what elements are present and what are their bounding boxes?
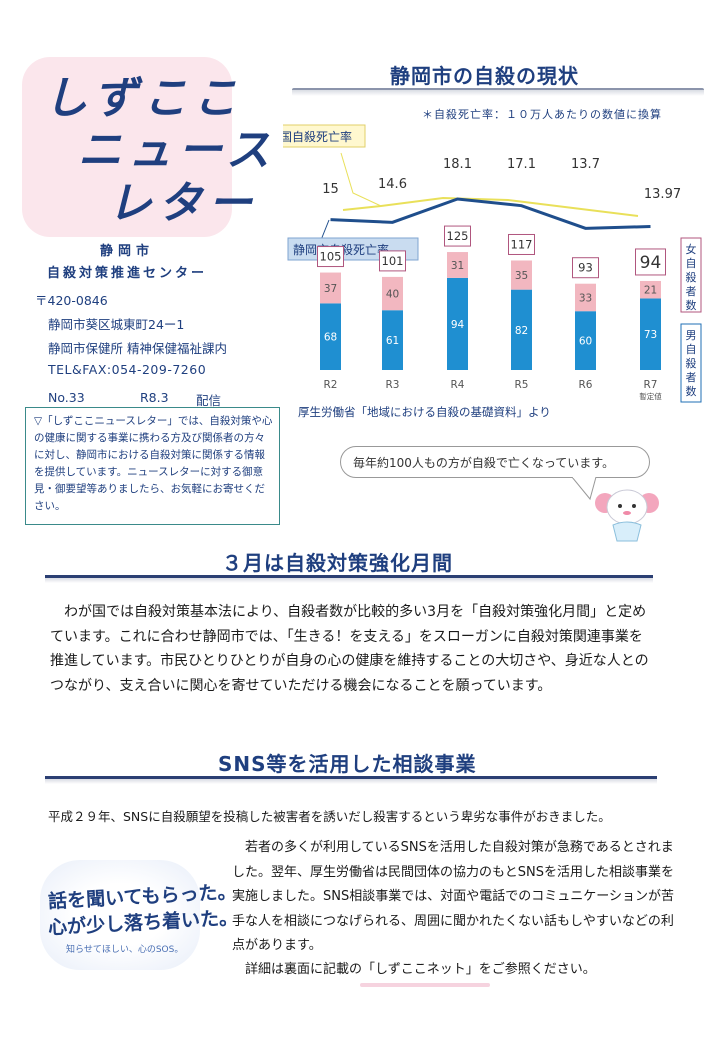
- street-address: 静岡市葵区城東町24ー1: [48, 317, 185, 332]
- issue-tag: 配信: [196, 393, 222, 408]
- bar-male: [447, 277, 468, 370]
- rate-label: 15: [322, 182, 339, 197]
- national-rate-line: [342, 196, 639, 217]
- rate-note: ＊自殺死亡率：１０万人あたりの数値に換算: [422, 108, 662, 121]
- rate-label: 13.97: [644, 187, 681, 202]
- march-title-rule: [45, 575, 653, 583]
- source-note: 厚生労働省「地域における自殺の基礎資料」より: [298, 405, 551, 419]
- bar-male-label: 60: [579, 336, 592, 348]
- bar-female-label: 21: [644, 285, 657, 297]
- total-label: 125: [447, 229, 469, 243]
- bar-female-label: 40: [386, 289, 399, 301]
- speech-bubble-tail: [571, 477, 597, 501]
- bar-female-label: 37: [324, 283, 337, 295]
- total-box: [508, 233, 535, 255]
- sns-campaign-image: [40, 860, 200, 970]
- category-label: R6: [579, 379, 593, 391]
- newsletter-notice: ▽「しずここニュースレター」では、自殺対策や心の健康に関する事業に携わる方及び関…: [25, 407, 280, 525]
- sns-reference: 詳細は裏面に記載の「しずここネット」をご参照ください。: [232, 962, 596, 977]
- bar-female: [447, 252, 468, 278]
- org-center: 自殺対策推進センター: [46, 266, 207, 281]
- category-note: 暫定値: [639, 391, 662, 401]
- bar-male: [575, 311, 596, 370]
- masthead-background: [22, 57, 232, 237]
- masthead-title-line1: しずここ: [44, 73, 244, 124]
- bar-male: [640, 298, 661, 370]
- male-legend-box: [680, 323, 702, 403]
- male-legend: 男自殺者数: [686, 329, 697, 398]
- national-rate-legend: 国自殺死亡率: [283, 129, 352, 144]
- total-label: 117: [511, 237, 533, 251]
- sns-body: 若者の多くが利用しているSNSを活用した自殺対策が急務であるとされました。翌年、…: [232, 840, 674, 953]
- total-box: [379, 250, 406, 272]
- bar-male: [382, 310, 403, 370]
- rate-label: 17.1: [507, 157, 536, 172]
- bar-male-label: 73: [644, 329, 657, 341]
- female-legend: 女自殺者数: [686, 242, 697, 312]
- total-label: 93: [578, 261, 593, 275]
- speech-bubble: 毎年約100人もの方が自殺で亡くなっています。: [340, 446, 650, 478]
- bar-female-label: 35: [515, 270, 528, 282]
- mascot-icon: [595, 489, 659, 542]
- national-rate-legend-box: [283, 124, 366, 148]
- bar-male: [320, 303, 341, 370]
- bar-male-label: 68: [324, 332, 337, 344]
- category-label: R7: [644, 379, 658, 391]
- rate-label: 18.1: [443, 157, 472, 172]
- stats-section-title: 静岡市の自殺の現状: [390, 64, 579, 88]
- org-city: 静岡市: [99, 244, 154, 259]
- stats-title-rule: [292, 88, 704, 96]
- sns-title-rule: [45, 776, 657, 784]
- national-rate-leader: [340, 152, 382, 207]
- bar-female: [511, 260, 532, 290]
- bar-male-label: 94: [451, 319, 465, 331]
- city-rate-leader: [320, 219, 330, 241]
- office-name: 静岡市保健所 精神保健福祉課内: [48, 341, 227, 356]
- rate-label: 13.7: [571, 157, 600, 172]
- category-label: R4: [451, 379, 465, 391]
- issue-date: R8.3: [140, 390, 169, 405]
- total-box: [572, 257, 599, 279]
- masthead-title-line2: ニュース: [78, 125, 276, 176]
- total-label: 105: [320, 250, 342, 264]
- postal-code: 〒420-0846: [35, 293, 108, 308]
- tel-fax: TEL&FAX:054-209-7260: [48, 362, 207, 377]
- suicide-stats-chart: 1514.618.117.113.713.97国自殺死亡率静岡市自殺死亡率683…: [283, 98, 708, 430]
- sns-lead: 平成２９年、SNSに自殺願望を投稿した被害者を誘いだし殺害するという卑劣な事件が…: [48, 809, 611, 824]
- march-section-title: ３月は自殺対策強化月間: [222, 551, 453, 575]
- sns-ref-highlight: [360, 983, 490, 987]
- category-label: R2: [324, 379, 338, 391]
- bar-female: [320, 272, 341, 304]
- total-box: [635, 248, 666, 276]
- bar-female-label: 33: [579, 292, 592, 304]
- bar-female: [640, 280, 661, 299]
- bar-female-label: 31: [451, 260, 464, 272]
- total-label: 94: [640, 253, 662, 273]
- bar-male: [511, 289, 532, 370]
- total-label: 101: [382, 254, 404, 268]
- rate-label: 14.6: [378, 177, 407, 192]
- total-box: [444, 225, 471, 247]
- total-box: [317, 246, 344, 268]
- bar-female: [575, 283, 596, 312]
- bar-male-label: 82: [515, 325, 528, 337]
- bar-female: [382, 276, 403, 311]
- march-section-body: わが国では自殺対策基本法により、自殺者数が比較的多い3月を「自殺対策強化月間」と…: [50, 604, 649, 694]
- sns-image-caption: 知らせてほしい、心のSOS。: [66, 945, 184, 955]
- masthead-title-line3: レター: [108, 178, 258, 229]
- chart-svg: 1514.618.117.113.713.97国自殺死亡率静岡市自殺死亡率683…: [283, 124, 702, 403]
- category-label: R5: [515, 379, 529, 391]
- bar-male-label: 61: [386, 335, 399, 347]
- city-rate-line: [330, 197, 651, 230]
- category-label: R3: [386, 379, 400, 391]
- sns-section-title: SNS等を活用した相談事業: [218, 752, 477, 776]
- female-legend-box: [680, 237, 702, 313]
- issue-number: No.33: [48, 390, 85, 405]
